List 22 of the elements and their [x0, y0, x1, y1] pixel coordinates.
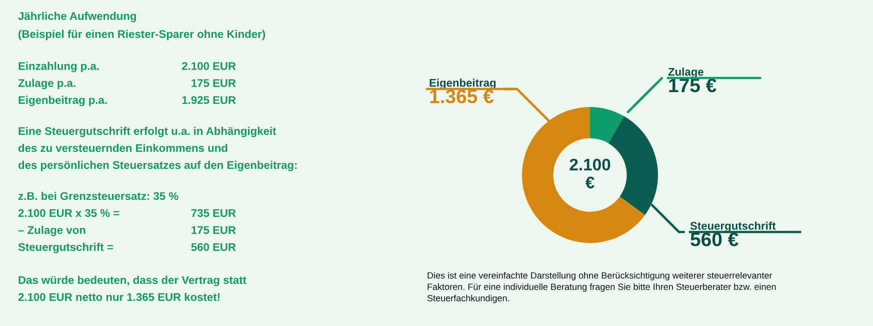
text: z.B. bei Grenzsteuersatz: 35 % — [18, 192, 178, 200]
text: 2.100 EUR netto nur 1.365 EUR kostet! — [18, 292, 220, 301]
text: Eigenbeitrag p.a. 1.925 EUR — [18, 96, 236, 106]
data-label: 175 € — [669, 78, 716, 92]
text: Zulage p.a. 175 EUR — [18, 78, 236, 90]
text: Das würde bedeuten, dass der Vertrag statt — [18, 276, 246, 286]
text: Jährliche Aufwendung — [18, 12, 136, 22]
text: des persönlichen Steuersatzes auf den Eigenbeitrag: — [18, 160, 297, 172]
data-label: 560 € — [690, 232, 738, 246]
text: Eine Steuergutschrift erfolgt u.a. in Abhängigkeit — [18, 126, 276, 138]
text: Einzahlung p.a. 2.100 EUR — [18, 62, 236, 72]
text: 2.100 € — [570, 158, 610, 188]
slice-label: Eigenbeitrag — [430, 78, 496, 89]
text: Steuergutschrift = 560 EUR — [18, 242, 236, 254]
text: 2.100 EUR x 35 % = 735 EUR — [18, 209, 236, 217]
text: des zu versteuernden Einkommens und — [18, 144, 228, 152]
data-label: 1.365 € — [430, 90, 494, 104]
text: – Zulage von 175 EUR — [18, 226, 236, 236]
slice-label: Steuergutschrift — [690, 222, 776, 232]
text: (Beispiel für einen Riester-Sparer ohne Kinder) — [18, 30, 266, 40]
slice-label: Zulage — [668, 68, 704, 78]
text: Dies ist eine vereinfachte Darstellung ohne Berücksichtigung weiterer steuerrelevanter Faktoren. Für eine individuelle Beratung fragen Sie bitte Ihren Steuerberater bzw. einen Steuerfachkundigen. — [427, 272, 776, 304]
